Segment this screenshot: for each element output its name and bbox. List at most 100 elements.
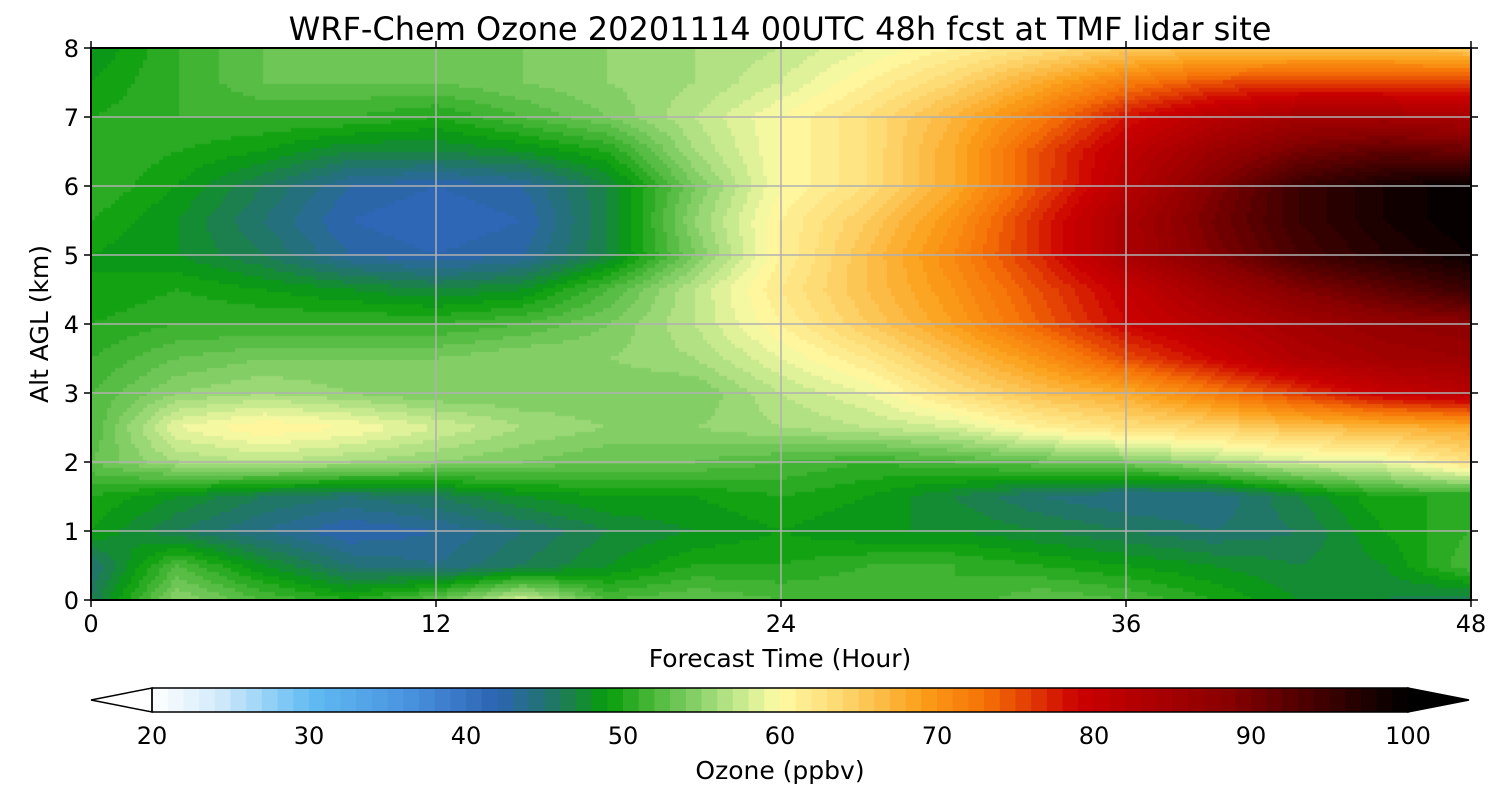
colorbar-tick-label: 80 — [1079, 722, 1110, 750]
colorbar-swatch — [748, 688, 765, 712]
colorbar-swatch — [466, 688, 483, 712]
colorbar-extend-max — [1407, 687, 1470, 713]
y-tick-label: 6 — [64, 173, 79, 201]
colorbar-swatch — [261, 688, 279, 712]
colorbar-swatch — [795, 688, 812, 712]
colorbar-ticks: 20 30 40 50 60 70 80 90 100 — [137, 722, 1431, 750]
colorbar-swatch — [952, 688, 969, 712]
y-tick-label: 1 — [64, 518, 79, 546]
colorbar-swatch — [732, 688, 750, 712]
colorbar-swatch — [921, 688, 938, 712]
colorbar-swatch — [874, 688, 891, 712]
colorbar-swatch — [827, 688, 844, 712]
colorbar-swatch — [1298, 688, 1315, 712]
colorbar-swatch — [1219, 688, 1236, 712]
y-tick-label: 4 — [64, 311, 79, 339]
colorbar-swatch — [1109, 688, 1126, 712]
y-tick-label: 8 — [64, 35, 79, 63]
colorbar-swatch — [858, 688, 875, 712]
colorbar-swatch — [199, 688, 216, 712]
colorbar-swatch — [701, 688, 718, 712]
colorbar-tick-label: 50 — [608, 722, 639, 750]
colorbar-swatch — [1313, 688, 1331, 712]
colorbar-swatch — [277, 688, 294, 712]
colorbar-swatch — [152, 688, 169, 712]
x-axis-title: Forecast Time (Hour) — [649, 644, 912, 673]
colorbar-swatch — [717, 688, 734, 712]
colorbar-swatch — [1078, 688, 1095, 712]
colorbar-swatch — [356, 688, 373, 712]
colorbar-swatch — [764, 688, 781, 712]
colorbar-swatch — [638, 688, 655, 712]
colorbar-swatch — [481, 688, 498, 712]
colorbar-swatch — [905, 688, 922, 712]
colorbar-swatch — [450, 688, 467, 712]
x-tick-label: 0 — [83, 610, 98, 638]
colorbar-swatch — [387, 688, 404, 712]
colorbar-swatch — [167, 688, 184, 712]
y-tick-label: 2 — [64, 449, 79, 477]
colorbar-tick-label: 30 — [294, 722, 325, 750]
colorbar-swatch — [1156, 688, 1174, 712]
y-tick-label: 3 — [64, 380, 79, 408]
colorbar-swatch — [1329, 688, 1346, 712]
colorbar-tick-label: 100 — [1385, 722, 1431, 750]
colorbar-swatch — [654, 688, 671, 712]
colorbar-swatch — [968, 688, 985, 712]
colorbar-swatch — [497, 688, 514, 712]
colorbar-swatch — [842, 688, 860, 712]
colorbar-swatch — [1392, 688, 1409, 712]
colorbar-extend-min — [90, 687, 153, 713]
colorbar-swatch — [1094, 688, 1111, 712]
colorbar-tick-label: 60 — [765, 722, 796, 750]
colorbar-swatch — [1282, 688, 1299, 712]
colorbar-swatch — [984, 688, 1001, 712]
colorbar-swatch — [403, 688, 420, 712]
colorbar-swatch — [1172, 688, 1189, 712]
colorbar-swatch — [214, 688, 232, 712]
colorbar-swatch — [528, 688, 546, 712]
colorbar-swatch — [293, 688, 310, 712]
colorbar-swatch — [889, 688, 907, 712]
x-tick-label: 24 — [766, 610, 797, 638]
colorbar-swatch — [1031, 688, 1048, 712]
colorbar-swatch — [340, 688, 357, 712]
colorbar-swatch — [183, 688, 200, 712]
colorbar-swatch — [1203, 688, 1221, 712]
colorbar-tick-label: 90 — [1236, 722, 1267, 750]
colorbar-swatch — [685, 688, 703, 712]
x-tick-label: 12 — [421, 610, 452, 638]
colorbar-swatch — [230, 688, 247, 712]
colorbar-swatch — [1266, 688, 1283, 712]
colorbar-swatch — [780, 688, 797, 712]
colorbar-swatch — [670, 688, 687, 712]
colorbar-tick-label: 20 — [137, 722, 168, 750]
y-tick-label: 5 — [64, 242, 79, 270]
colorbar-swatch — [999, 688, 1017, 712]
colorbar-swatch — [1188, 688, 1205, 712]
colorbar-swatch — [811, 688, 828, 712]
colorbar-outline — [151, 687, 1409, 713]
colorbar-swatch — [607, 688, 624, 712]
colorbar-title: Ozone (ppbv) — [695, 756, 864, 785]
colorbar-swatch — [575, 688, 593, 712]
colorbar-swatch — [623, 688, 640, 712]
colorbar-swatch — [418, 688, 436, 712]
colorbar-swatch — [371, 688, 389, 712]
y-tick-label: 7 — [64, 104, 79, 132]
colorbar-swatch — [434, 688, 451, 712]
colorbar-swatch — [246, 688, 263, 712]
colorbar-swatch — [324, 688, 341, 712]
colorbar-tick-label: 70 — [922, 722, 953, 750]
colorbar-swatch — [1015, 688, 1032, 712]
colorbar-tick-label: 40 — [451, 722, 482, 750]
colorbar — [90, 687, 1470, 713]
colorbar-swatch — [560, 688, 577, 712]
y-tick-label: 0 — [64, 587, 79, 615]
chart-title: WRF-Chem Ozone 20201114 00UTC 48h fcst a… — [289, 10, 1272, 48]
colorbar-swatch — [1062, 688, 1079, 712]
x-tick-label: 36 — [1111, 610, 1142, 638]
colorbar-swatch — [1125, 688, 1142, 712]
